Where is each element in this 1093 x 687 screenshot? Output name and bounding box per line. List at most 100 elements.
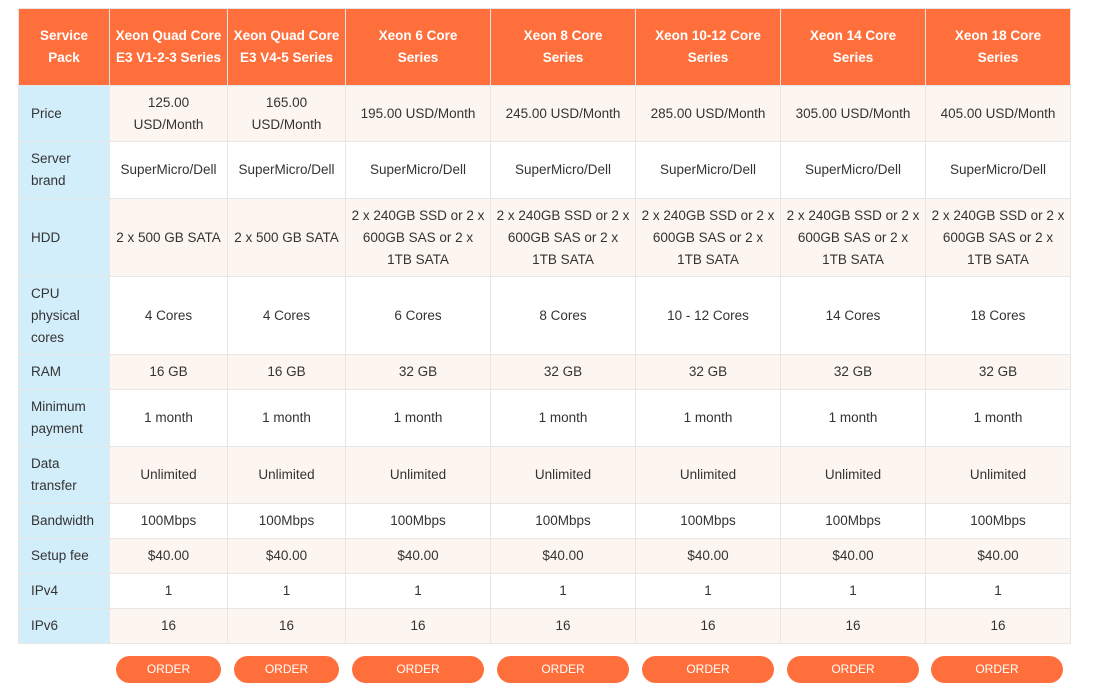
table-cell: SuperMicro/Dell (345, 141, 491, 199)
row-label: CPU physical cores (18, 276, 110, 355)
table-cell: 1 month (109, 389, 228, 447)
cell-value: SuperMicro/Dell (369, 162, 467, 177)
order-button[interactable]: ORDER (352, 656, 484, 683)
cell-value: 100Mbps (680, 513, 736, 528)
table-cell: 16 (925, 608, 1071, 644)
table-cell: 2 x 500 GB SATA (227, 198, 346, 277)
cell-value: 4 Cores (262, 307, 311, 323)
table-row-server-brand: Server brand SuperMicro/Dell SuperMicro/De… (18, 141, 1071, 199)
cell-value: 285.00 USD/Month (650, 105, 766, 121)
cell-value: 2 x 500 GB SATA (116, 229, 221, 245)
table-cell: 16 (109, 608, 228, 644)
table-cell: 1 month (490, 389, 636, 447)
plan-header: Xeon 10-12 Core Series (635, 8, 781, 86)
table-cell: 16 (780, 608, 926, 644)
cell-value: 16 (278, 618, 295, 633)
cell-value: 1 month (144, 410, 193, 425)
plan-header: Xeon Quad Core E3 V4-5 Series (227, 8, 346, 86)
row-label: IPv4 (18, 573, 110, 609)
cell-value: Unlimited (534, 467, 592, 482)
cell-value: SuperMicro/Dell (514, 162, 612, 177)
cell-value: 100Mbps (258, 513, 315, 528)
table-cell: 1 (780, 573, 926, 609)
table-cell: 32 GB (490, 354, 636, 390)
order-button[interactable]: ORDER (234, 656, 339, 683)
cell-value: 16 (990, 618, 1006, 633)
table-cell: 1 month (925, 389, 1071, 447)
cell-value: Unlimited (389, 467, 447, 482)
cell-value: 32 GB (398, 364, 438, 379)
table-cell: 100Mbps (109, 503, 228, 539)
cell-value: Unlimited (679, 467, 737, 482)
table-cell: 1 (925, 573, 1071, 609)
cell-value: 245.00 USD/Month (505, 105, 621, 121)
table-cell: 305.00 USD/Month (780, 85, 926, 142)
table-cell: 6 Cores (345, 276, 491, 355)
table-cell: 125.00 USD/Month (109, 85, 228, 142)
cell-value: $40.00 (687, 548, 729, 563)
order-button[interactable]: ORDER (642, 656, 774, 683)
cell-value: $40.00 (397, 548, 439, 563)
table-cell: 1 (490, 573, 636, 609)
cell-value: 100Mbps (970, 513, 1026, 528)
table-cell: 2 x 240GB SSD or 2 x 600GB SAS or 2 x 1T… (635, 198, 781, 277)
table-cell: 16 GB (227, 354, 346, 390)
cell-value: 1 (704, 583, 712, 598)
cell-value: 1 (414, 583, 422, 598)
table-cell: SuperMicro/Dell (925, 141, 1071, 199)
table-cell: 165.00 USD/Month (227, 85, 346, 142)
plan-header: Xeon Quad Core E3 V1-2-3 Series (109, 8, 228, 86)
plan-header: Xeon 8 Core Series (490, 8, 636, 86)
table-row-data-transfer: Data transfer Unlimited Unlimited Unlimited… (18, 446, 1071, 504)
table-cell: $40.00 (109, 538, 228, 574)
table-cell: 2 x 240GB SSD or 2 x 600GB SAS or 2 x 1T… (490, 198, 636, 277)
cell-value: 4 Cores (144, 307, 193, 323)
cell-value: 2 x 240GB SSD or 2 x 600GB SAS or 2 x 1T… (786, 207, 920, 267)
table-cell: 285.00 USD/Month (635, 85, 781, 142)
table-cell: 14 Cores (780, 276, 926, 355)
table-row-setup-fee: Setup fee $40.00 $40.00 $40.00 $40.00 $40.00 $… (18, 538, 1071, 574)
cell-value: 32 GB (978, 364, 1018, 379)
table-cell: 405.00 USD/Month (925, 85, 1071, 142)
cell-value: 32 GB (688, 364, 728, 379)
cell-value: 100Mbps (390, 513, 446, 528)
row-label: IPv6 (18, 608, 110, 644)
table-cell: 32 GB (780, 354, 926, 390)
cell-value: SuperMicro/Dell (238, 162, 335, 177)
cell-value: 2 x 240GB SSD or 2 x 600GB SAS or 2 x 1T… (496, 207, 630, 267)
cell-value: Unlimited (824, 467, 882, 482)
table-cell: Unlimited (925, 446, 1071, 504)
cell-value: 1 month (828, 410, 878, 425)
order-button[interactable]: ORDER (497, 656, 629, 683)
table-cell: 18 Cores (925, 276, 1071, 355)
table-cell: 2 x 240GB SSD or 2 x 600GB SAS or 2 x 1T… (925, 198, 1071, 277)
table-cell: 100Mbps (780, 503, 926, 539)
cell-value: 1 (559, 583, 567, 598)
cell-value: 16 (160, 618, 177, 633)
cell-value: 18 Cores (970, 307, 1026, 323)
table-cell: 1 (109, 573, 228, 609)
order-button[interactable]: ORDER (931, 656, 1063, 683)
table-row-price: Price 125.00 USD/Month 165.00 USD/Month 195… (18, 85, 1071, 142)
table-cell: 10 - 12 Cores (635, 276, 781, 355)
order-button[interactable]: ORDER (787, 656, 919, 683)
cell-value: $40.00 (832, 548, 874, 563)
table-cell: Unlimited (109, 446, 228, 504)
table-row-ipv4: IPv4 1 1 1 1 1 1 1 (18, 573, 1071, 609)
cell-value: 1 month (683, 410, 733, 425)
table-cell: 100Mbps (227, 503, 346, 539)
row-label: Setup fee (18, 538, 110, 574)
table-cell: Unlimited (227, 446, 346, 504)
table-cell: 100Mbps (345, 503, 491, 539)
order-buttons-row: ORDER ORDER ORDER ORDER ORDER ORDER ORDE… (0, 656, 1093, 684)
table-cell: Unlimited (780, 446, 926, 504)
plan-header: Xeon 14 Core Series (780, 8, 926, 86)
cell-value: 6 Cores (394, 307, 442, 323)
table-row-bandwidth: Bandwidth 100Mbps 100Mbps 100Mbps 100Mbps 100… (18, 503, 1071, 539)
table-cell: 8 Cores (490, 276, 636, 355)
table-cell: 2 x 240GB SSD or 2 x 600GB SAS or 2 x 1T… (345, 198, 491, 277)
row-label: HDD (18, 198, 110, 277)
table-cell: Unlimited (490, 446, 636, 504)
order-button[interactable]: ORDER (116, 656, 221, 683)
row-label: Bandwidth (18, 503, 110, 539)
